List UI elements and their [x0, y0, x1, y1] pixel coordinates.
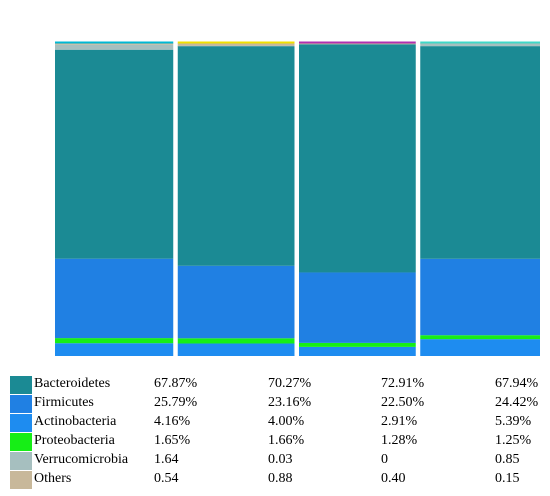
bar-segment-proteobacteria	[420, 335, 540, 340]
data-label: 23.16%	[268, 395, 312, 410]
data-label: 22.50%	[381, 395, 425, 410]
stacked-bar-chart	[55, 41, 540, 356]
legend-swatch	[10, 452, 32, 470]
legend-label: Firmicutes	[34, 395, 94, 410]
bar-segment-proteobacteria	[177, 338, 295, 344]
bar-top-strip	[177, 41, 295, 44]
legend-label: Actinobacteria	[34, 414, 117, 429]
legend-swatch	[10, 433, 32, 451]
legend-label: Others	[34, 471, 72, 486]
legend-row: Others 0.54 0.88 0.40 0.15	[0, 471, 550, 489]
bar-segment-actinobacteria	[55, 343, 174, 356]
bar-top-strip	[299, 41, 416, 44]
data-label: 0	[381, 452, 388, 467]
data-label: 25.79%	[154, 395, 198, 410]
bar-segment-actinobacteria	[299, 346, 416, 356]
legend-label: Bacteroidetes	[34, 376, 111, 391]
legend-label: Proteobacteria	[34, 433, 115, 448]
bar-segment-bacteroidetes	[55, 49, 174, 259]
data-label: 4.16%	[154, 414, 191, 429]
bar-segment-bacteroidetes	[299, 44, 416, 273]
bar-segment-verrucomicrobia	[420, 43, 540, 47]
bar-top-strip	[420, 41, 540, 44]
legend-row: Firmicutes 25.79% 23.16% 22.50% 24.42%	[0, 395, 550, 413]
legend-row: Verrucomicrobia 1.64 0.03 0 0.85	[0, 452, 550, 470]
bar-segment-others	[55, 43, 174, 45]
data-label: 24.42%	[495, 395, 539, 410]
legend-swatch	[10, 395, 32, 413]
legend-swatch	[10, 414, 32, 432]
data-label: 72.91%	[381, 376, 425, 391]
bar-segment-bacteroidetes	[420, 46, 540, 259]
bar-segment-verrucomicrobia	[177, 45, 295, 47]
data-label: 67.87%	[154, 376, 198, 391]
data-label: 0.88	[268, 471, 293, 486]
data-label: 0.54	[154, 471, 179, 486]
legend-swatch	[10, 471, 32, 489]
legend-row: Bacteroidetes 67.87% 70.27% 72.91% 67.94%	[0, 376, 550, 394]
data-label: 4.00%	[268, 414, 305, 429]
bar-segment-firmicutes	[55, 258, 174, 339]
data-label: 0.85	[495, 452, 520, 467]
data-label: 1.64	[154, 452, 179, 467]
bar-segment-actinobacteria	[420, 339, 540, 356]
data-label: 5.39%	[495, 414, 532, 429]
bar-segment-actinobacteria	[177, 343, 295, 356]
legend-table: Bacteroidetes 67.87% 70.27% 72.91% 67.94% Fir…	[0, 372, 550, 496]
bar-top-strip	[55, 41, 174, 44]
bar-segment-verrucomicrobia	[55, 44, 174, 50]
data-label: 1.66%	[268, 433, 305, 448]
data-label: 0.40	[381, 471, 406, 486]
bar-segment-proteobacteria	[55, 338, 174, 344]
bar-segment-firmicutes	[299, 272, 416, 343]
bar-segment-others	[177, 43, 295, 46]
data-label: 70.27%	[268, 376, 312, 391]
data-label: 2.91%	[381, 414, 418, 429]
legend-label: Verrucomicrobia	[34, 452, 129, 467]
data-label: 1.65%	[154, 433, 191, 448]
legend-row: Proteobacteria 1.65% 1.66% 1.28% 1.25%	[0, 433, 550, 451]
legend-swatch	[10, 376, 32, 394]
bar-segment-firmicutes	[420, 258, 540, 336]
bar-segment-others	[299, 43, 416, 45]
data-label: 1.28%	[381, 433, 418, 448]
data-label: 0.03	[268, 452, 293, 467]
data-label: 0.15	[495, 471, 520, 486]
bar-segment-bacteroidetes	[177, 45, 295, 266]
bar-segment-firmicutes	[177, 265, 295, 339]
legend-row: Actinobacteria 4.16% 4.00% 2.91% 5.39%	[0, 414, 550, 432]
data-label: 1.25%	[495, 433, 532, 448]
data-label: 67.94%	[495, 376, 539, 391]
bar-segment-proteobacteria	[299, 342, 416, 347]
